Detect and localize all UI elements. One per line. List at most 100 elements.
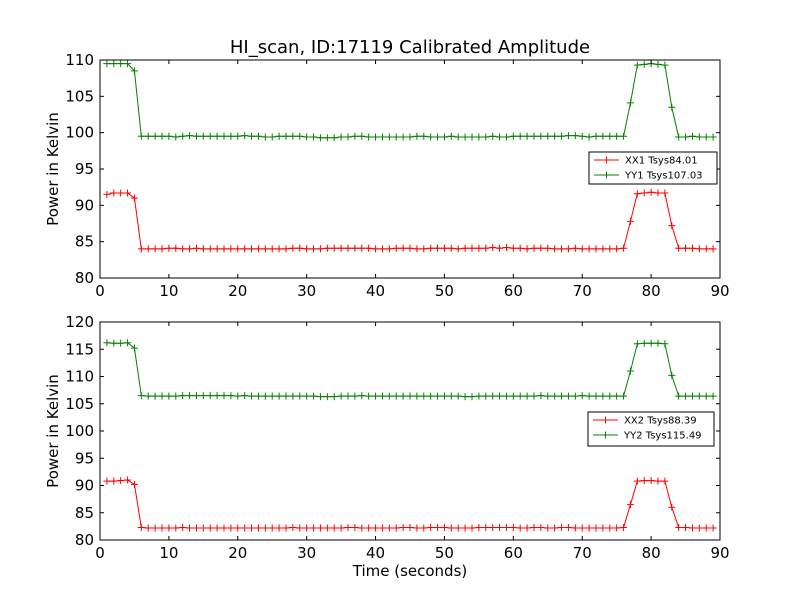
x-tick-label: 90 xyxy=(710,282,729,300)
data-point xyxy=(434,244,442,252)
data-point xyxy=(192,524,200,532)
data-point xyxy=(192,132,200,140)
data-point xyxy=(496,523,504,531)
data-point xyxy=(351,392,359,400)
data-point xyxy=(289,392,297,400)
data-point xyxy=(695,133,703,141)
data-point xyxy=(413,524,421,532)
data-point xyxy=(454,524,462,532)
data-point xyxy=(468,133,476,141)
data-point xyxy=(365,524,373,532)
data-point xyxy=(186,245,194,253)
data-point xyxy=(303,392,311,400)
data-point xyxy=(695,245,703,253)
data-point xyxy=(365,392,373,400)
y-tick-label: 90 xyxy=(75,196,94,214)
data-point xyxy=(296,244,304,252)
data-point xyxy=(551,392,559,400)
data-point xyxy=(144,524,152,532)
data-point xyxy=(461,133,469,141)
data-point xyxy=(268,524,276,532)
data-point xyxy=(509,392,517,400)
data-point xyxy=(551,524,559,532)
data-point xyxy=(124,60,132,68)
data-point xyxy=(516,524,524,532)
data-point xyxy=(234,392,242,400)
x-tick-label: 60 xyxy=(504,282,523,300)
data-point xyxy=(220,392,228,400)
data-point xyxy=(440,392,448,400)
data-point xyxy=(620,244,628,252)
data-point xyxy=(323,393,331,401)
data-point xyxy=(289,132,297,140)
data-point xyxy=(640,189,648,197)
y-tick-label: 110 xyxy=(65,368,94,386)
data-point xyxy=(709,392,717,400)
legend-box xyxy=(587,411,715,447)
data-point xyxy=(392,392,400,400)
data-point xyxy=(633,477,641,485)
data-point xyxy=(578,392,586,400)
data-point xyxy=(282,524,290,532)
data-point xyxy=(475,244,483,252)
data-point xyxy=(709,524,717,532)
data-point xyxy=(103,477,111,485)
data-point xyxy=(344,392,352,400)
x-tick-label: 50 xyxy=(435,282,454,300)
data-point xyxy=(537,132,545,140)
data-point xyxy=(564,132,572,140)
data-point xyxy=(261,524,269,532)
data-point xyxy=(213,392,221,400)
data-point xyxy=(496,133,504,141)
data-point xyxy=(261,245,269,253)
x-tick-label: 60 xyxy=(504,544,523,562)
data-point xyxy=(282,132,290,140)
data-point xyxy=(289,244,297,252)
data-point xyxy=(227,524,235,532)
data-point xyxy=(406,244,414,252)
y-tick-label: 105 xyxy=(65,395,94,413)
data-point xyxy=(130,194,138,202)
data-point xyxy=(551,245,559,253)
data-point xyxy=(172,133,180,141)
x-tick-label: 30 xyxy=(297,282,316,300)
data-point xyxy=(289,523,297,531)
data-point xyxy=(468,524,476,532)
series-1 xyxy=(103,188,717,253)
data-point xyxy=(254,132,262,140)
data-point xyxy=(151,392,159,400)
y-tick-label: 105 xyxy=(65,87,94,105)
data-point xyxy=(372,245,380,253)
data-point xyxy=(675,392,683,400)
data-point xyxy=(447,392,455,400)
data-point xyxy=(227,245,235,253)
data-point xyxy=(509,244,517,252)
data-point xyxy=(709,245,717,253)
data-point xyxy=(110,477,118,485)
data-point xyxy=(378,245,386,253)
data-point xyxy=(530,392,538,400)
data-point xyxy=(351,523,359,531)
data-point xyxy=(606,132,614,140)
bottom-plot: 0 10 20 30 40 50 60 70 80 90 80 85 90 95 100 105 110 115 1… xyxy=(44,313,730,562)
data-point xyxy=(330,524,338,532)
data-point xyxy=(702,524,710,532)
x-tick-label: 0 xyxy=(95,544,105,562)
data-point xyxy=(213,524,221,532)
data-point xyxy=(151,132,159,140)
legend-box xyxy=(588,151,718,185)
x-tick-label: 40 xyxy=(366,282,385,300)
data-point xyxy=(179,245,187,253)
data-point xyxy=(124,476,132,484)
data-point xyxy=(130,344,138,352)
data-point xyxy=(199,132,207,140)
x-tick-label: 30 xyxy=(297,544,316,562)
data-point xyxy=(626,501,634,509)
data-point xyxy=(248,132,256,140)
data-point xyxy=(110,189,118,197)
data-point xyxy=(530,244,538,252)
data-point xyxy=(578,132,586,140)
data-point xyxy=(151,524,159,532)
data-point xyxy=(620,132,628,140)
